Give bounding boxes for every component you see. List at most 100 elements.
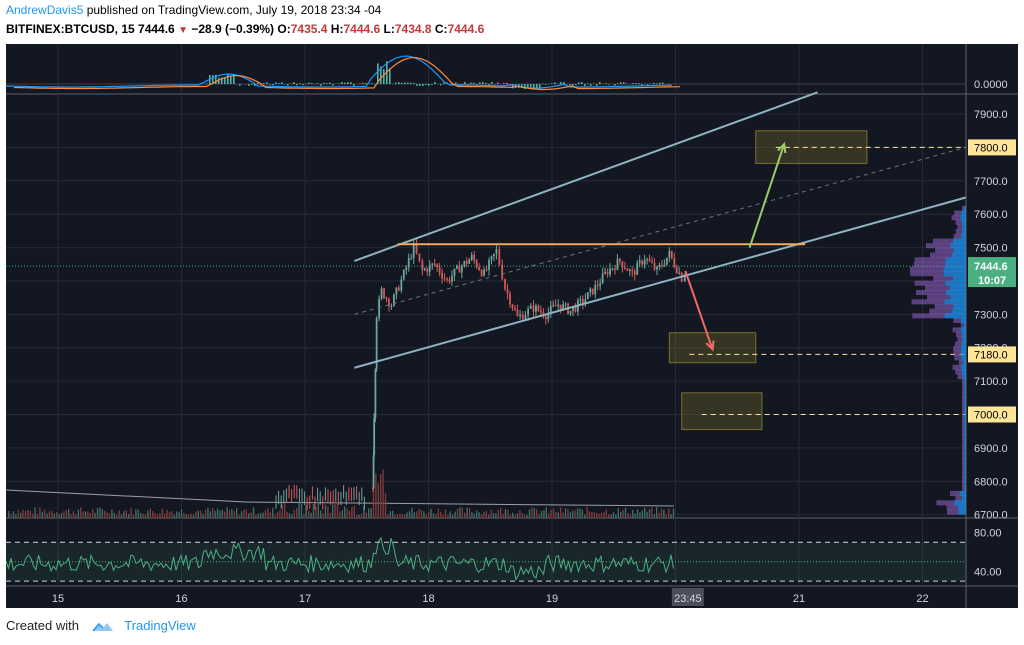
candle-body xyxy=(388,298,390,306)
volume-profile-bar-down xyxy=(950,490,960,496)
volume-bar xyxy=(171,511,173,518)
candle-body xyxy=(569,310,572,314)
volume-bar xyxy=(22,509,24,518)
volume-bar xyxy=(526,514,528,518)
channel-lower-line xyxy=(354,196,966,369)
volume-bar xyxy=(524,514,526,518)
macd-histogram-bar xyxy=(308,82,310,84)
volume-bar xyxy=(293,510,295,518)
rsi-tick-label: 40.00 xyxy=(974,566,1002,578)
macd-histogram-bar xyxy=(485,82,487,84)
macd-histogram-bar xyxy=(638,83,640,84)
volume-bar xyxy=(548,513,550,518)
macd-histogram-bar xyxy=(341,82,343,84)
macd-histogram-bar xyxy=(581,82,583,84)
volume-bar xyxy=(77,509,79,518)
volume-profile-bar-down xyxy=(951,215,961,221)
macd-histogram-bar xyxy=(491,82,493,84)
macd-histogram-bar xyxy=(359,83,361,84)
macd-histogram-bar xyxy=(527,84,529,89)
chart-area[interactable]: 7900.07800.07700.07600.07500.07400.07300… xyxy=(6,44,1018,608)
channel-mid-line xyxy=(354,146,966,315)
volume-bar xyxy=(545,507,547,518)
candle-body xyxy=(380,288,383,299)
volume-bar xyxy=(562,512,564,518)
volume-profile-bar-up xyxy=(964,430,966,436)
volume-bar xyxy=(173,514,175,518)
volume-bar xyxy=(442,514,444,518)
tradingview-brand-link[interactable]: TradingView xyxy=(124,618,196,633)
volume-profile-bar-down xyxy=(962,458,965,464)
candle-body xyxy=(501,264,504,280)
candle-body xyxy=(519,314,521,317)
volume-profile-bar-up xyxy=(960,215,966,221)
macd-histogram-bar xyxy=(659,82,661,84)
macd-histogram-bar xyxy=(560,82,562,84)
volume-profile-bar-up xyxy=(964,453,966,459)
volume-bar xyxy=(209,511,211,518)
volume-bar xyxy=(480,514,483,518)
volume-profile-bar-up xyxy=(960,364,966,370)
volume-bar xyxy=(500,508,502,518)
candle-body xyxy=(504,279,506,290)
volume-bar xyxy=(591,511,593,518)
volume-profile-bar-up xyxy=(964,378,966,384)
volume-profile-bar-down xyxy=(962,411,965,417)
volume-profile-bar-up xyxy=(964,402,966,408)
volume-bar xyxy=(260,513,262,518)
candle-body xyxy=(579,298,582,301)
up-target-arrow-head xyxy=(777,141,787,154)
volume-bar xyxy=(228,509,231,518)
volume-bar xyxy=(329,513,331,518)
macd-histogram-bar xyxy=(281,82,283,84)
candle-body xyxy=(390,305,393,307)
volume-profile-bar-down xyxy=(946,504,959,510)
volume-bar xyxy=(668,508,670,518)
macd-histogram-bar xyxy=(401,82,403,84)
volume-bar xyxy=(423,511,425,518)
volume-bar xyxy=(204,509,207,518)
macd-histogram-bar xyxy=(365,82,367,84)
volume-bar xyxy=(29,510,31,518)
volume-bar xyxy=(564,508,567,518)
author-link[interactable]: AndrewDavis5 xyxy=(6,3,84,17)
time-axis: 15 16 17 18 19 23:45 21 22 xyxy=(52,588,929,606)
candle-body xyxy=(651,261,653,263)
volume-profile-bar-up xyxy=(943,266,966,272)
candle-body xyxy=(586,292,589,300)
volume-bar xyxy=(468,508,471,518)
chart-canvas[interactable]: 7900.07800.07700.07600.07500.07400.07300… xyxy=(6,44,1018,608)
volume-bar xyxy=(327,506,329,518)
candle-body xyxy=(532,305,535,312)
volume-bar xyxy=(353,505,355,518)
volume-bar xyxy=(65,510,67,518)
volume-bar xyxy=(466,507,468,518)
candle-body xyxy=(463,261,466,266)
candle-body xyxy=(372,455,375,489)
volume-bar xyxy=(250,512,252,518)
volume-profile-bar-down xyxy=(952,327,961,333)
volume-bar xyxy=(44,509,46,518)
volume-bar xyxy=(140,513,142,518)
volume-profile-bar-down xyxy=(955,219,962,225)
volume-profile-bar-down xyxy=(934,304,954,310)
volume-profile-bar-up xyxy=(964,205,966,211)
volume-bar xyxy=(53,513,55,518)
volume-bar xyxy=(358,514,360,518)
open-value: 7435.4 xyxy=(290,22,328,36)
candle-body xyxy=(643,259,646,265)
volume-bar xyxy=(147,510,149,518)
candle-body xyxy=(480,270,483,276)
macd-histogram-bar xyxy=(398,82,400,84)
volume-bar xyxy=(262,512,264,518)
volume-bar xyxy=(111,509,113,518)
volume-profile-bar-down xyxy=(958,360,964,366)
volume-bar xyxy=(202,514,204,518)
volume-bar xyxy=(255,514,257,518)
macd-histogram-bar xyxy=(389,68,391,84)
volume-bar xyxy=(108,513,111,518)
macd-histogram-bar xyxy=(278,83,280,84)
chart-background xyxy=(6,44,1018,608)
macd-histogram-bar xyxy=(647,84,649,85)
volume-bar xyxy=(125,510,127,518)
